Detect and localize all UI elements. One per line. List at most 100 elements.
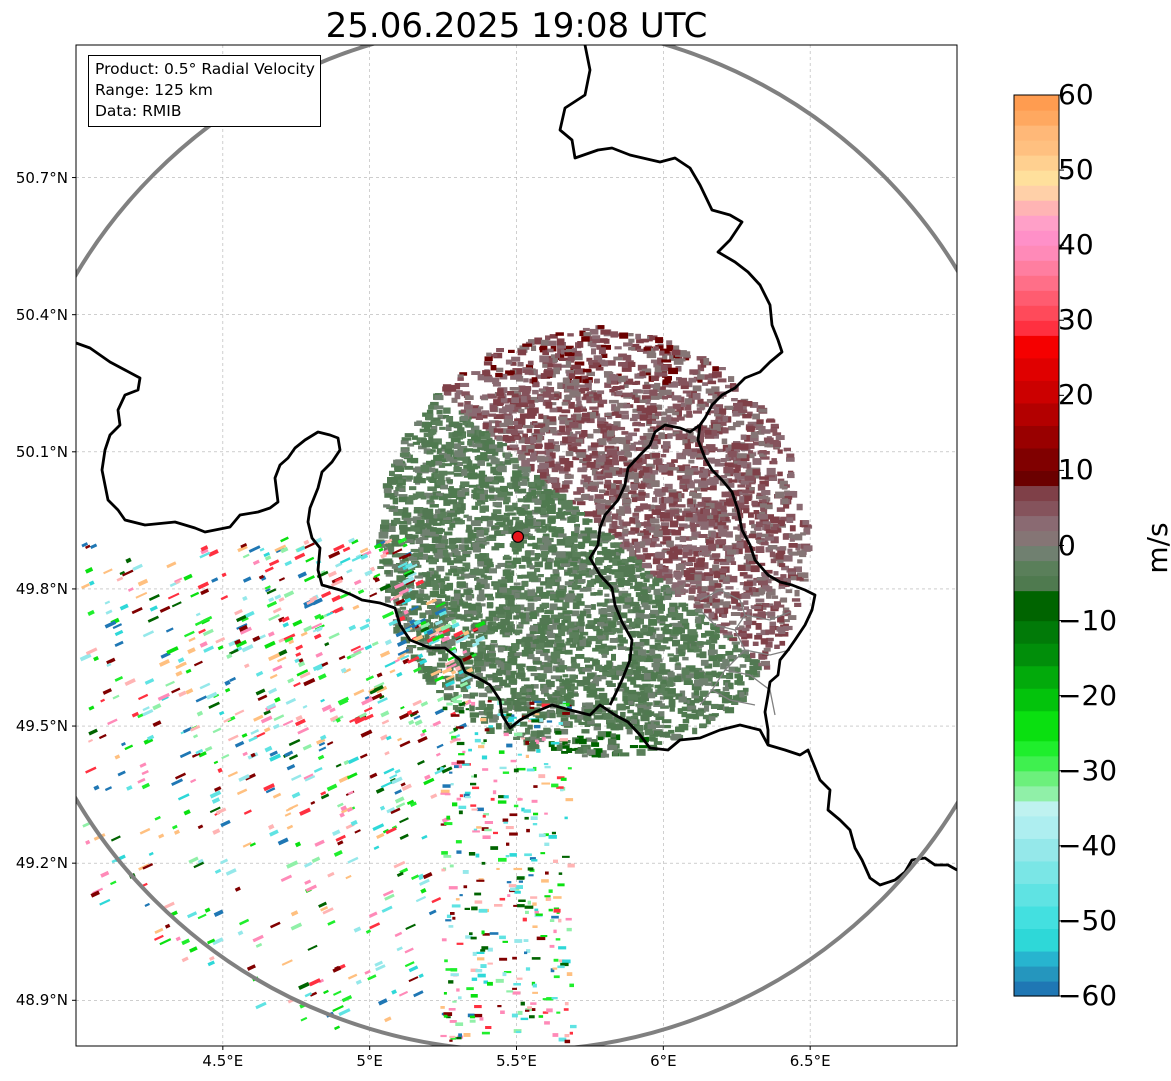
echo-cell: [584, 709, 594, 715]
echo-cell: [428, 558, 437, 565]
echo-cell: [586, 693, 596, 698]
echo-cell: [695, 616, 701, 624]
echo-cell: [678, 527, 685, 531]
echo-cell: [635, 505, 642, 510]
echo-cell: [629, 601, 640, 607]
echo-cell: [644, 454, 651, 460]
echo-cell: [237, 544, 248, 553]
echo-cell: [696, 593, 704, 600]
echo-cell: [521, 527, 531, 533]
echo-cell: [716, 404, 724, 411]
echo-cell: [722, 513, 729, 520]
echo-cell: [498, 543, 505, 549]
echo-cell: [93, 784, 100, 791]
echo-cell: [638, 471, 648, 478]
echo-cell: [639, 435, 647, 440]
echo-cell: [409, 801, 417, 807]
echo-cell: [527, 724, 533, 730]
echo-cell: [492, 451, 499, 456]
echo-cell: [658, 567, 669, 573]
echo-cell: [534, 337, 543, 345]
echo-cell: [527, 654, 535, 660]
echo-cell: [384, 639, 392, 646]
echo-cell: [479, 543, 485, 549]
echo-cell: [585, 702, 594, 709]
echo-cell: [537, 574, 544, 578]
echo-cell: [604, 593, 610, 597]
echo-cell: [699, 472, 709, 478]
echo-cell: [540, 652, 549, 657]
echo-cell: [486, 564, 494, 568]
echo-cell: [720, 458, 727, 463]
echo-cell: [604, 459, 613, 466]
echo-cell: [543, 641, 554, 648]
echo-cell: [346, 568, 353, 574]
echo-cell: [617, 561, 626, 565]
echo-cell: [434, 552, 445, 559]
echo-cell: [454, 432, 463, 436]
echo-cell: [578, 738, 587, 745]
echo-cell: [660, 522, 670, 528]
echo-cell: [562, 615, 572, 622]
echo-cell: [459, 544, 465, 551]
echo-cell: [519, 706, 528, 712]
echo-cell: [740, 612, 748, 617]
echo-cell: [730, 612, 741, 616]
echo-cell: [502, 569, 511, 577]
echo-cell: [436, 565, 445, 572]
echo-cell: [499, 647, 505, 651]
echo-cell: [517, 574, 523, 579]
echo-cell: [735, 465, 741, 472]
echo-cell: [614, 688, 625, 692]
echo-cell: [689, 635, 698, 641]
echo-cell: [699, 545, 709, 551]
echo-cell: [640, 628, 648, 634]
echo-cell: [562, 602, 570, 609]
echo-cell: [477, 557, 486, 565]
echo-cell: [614, 488, 624, 495]
echo-cell: [622, 691, 628, 696]
echo-cell: [438, 582, 445, 586]
echo-cell: [441, 630, 451, 635]
echo-cell: [735, 456, 743, 461]
echo-cell: [460, 415, 468, 421]
echo-cell: [391, 563, 398, 569]
echo-cell: [693, 696, 703, 702]
echo-cell: [593, 715, 604, 720]
echo-cell: [577, 579, 586, 583]
echo-cell: [619, 612, 628, 619]
echo-cell: [562, 399, 571, 404]
echo-cell: [420, 701, 429, 707]
echo-cell: [458, 498, 464, 504]
echo-cell: [460, 642, 467, 649]
echo-cell: [700, 593, 708, 599]
echo-cell: [704, 630, 714, 637]
echo-cell: [661, 422, 668, 426]
echo-cell: [445, 424, 452, 431]
echo-cell: [766, 473, 776, 478]
echo-cell: [748, 450, 754, 457]
echo-cell: [616, 552, 622, 556]
echo-cell: [793, 566, 802, 573]
echo-cell: [722, 601, 730, 608]
echo-cell: [422, 509, 431, 517]
echo-cell: [765, 547, 773, 553]
echo-cell: [738, 654, 747, 658]
echo-cell: [546, 630, 553, 635]
echo-cell: [435, 509, 441, 514]
echo-cell: [588, 688, 597, 694]
echo-cell: [746, 426, 755, 432]
echo-cell: [750, 586, 756, 594]
echo-cell: [676, 515, 685, 522]
echo-cell: [267, 824, 275, 830]
echo-cell: [444, 694, 453, 701]
echo-cell: [507, 659, 516, 666]
echo-cell: [568, 447, 578, 453]
echo-cell: [406, 475, 413, 480]
echo-cell: [477, 460, 485, 466]
echo-cell: [605, 412, 612, 417]
echo-cell: [527, 535, 536, 540]
echo-cell: [640, 589, 648, 595]
echo-cell: [407, 496, 418, 500]
echo-cell: [656, 633, 665, 640]
